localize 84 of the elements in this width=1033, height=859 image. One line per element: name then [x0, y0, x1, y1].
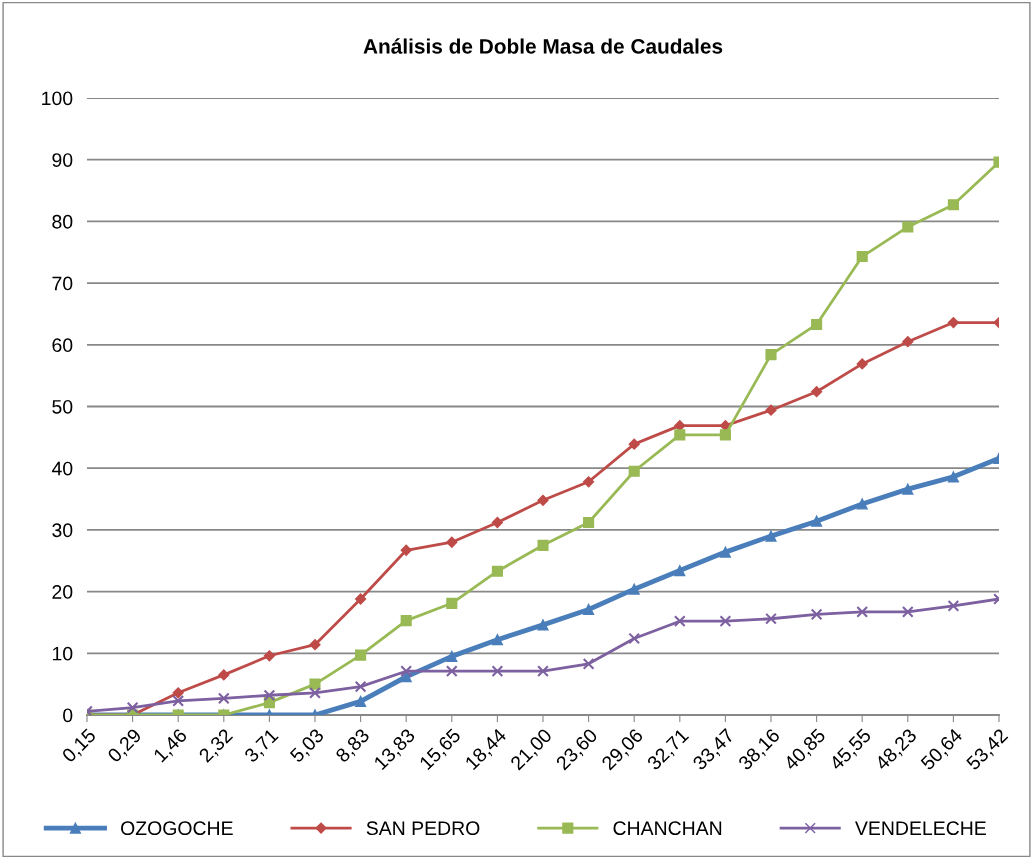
point: [947, 471, 959, 483]
point: [400, 665, 413, 678]
point: [400, 544, 412, 556]
point: [719, 615, 732, 628]
point: [445, 665, 458, 678]
point: [856, 251, 868, 263]
legend-label: SAN PEDRO: [366, 821, 480, 836]
point: [902, 221, 914, 233]
y-tick-label: 20: [52, 585, 73, 599]
point: [583, 516, 595, 529]
point: [172, 694, 185, 707]
y-tick-label: 10: [52, 646, 73, 661]
point: [263, 650, 276, 662]
point: [491, 565, 503, 577]
legend-label: CHANCHAN: [613, 821, 722, 836]
x-tick-label: 3,71: [243, 727, 281, 765]
chart-title: Análisis de Doble Masa de Caudales: [363, 38, 723, 54]
point: [810, 386, 823, 398]
point: [719, 429, 731, 441]
x-tick-label: 5,03: [289, 727, 327, 765]
point: [811, 515, 823, 527]
x-tick-label: 8,83: [334, 727, 372, 765]
point: [719, 546, 731, 558]
point: [355, 695, 367, 707]
point: [172, 687, 184, 699]
point: [217, 692, 230, 705]
point: [446, 536, 458, 548]
point: [354, 593, 367, 605]
point: [947, 199, 959, 211]
point: [583, 603, 595, 616]
point: [765, 349, 777, 361]
point: [628, 465, 640, 477]
point: [491, 634, 503, 646]
point: [491, 516, 504, 529]
point: [354, 680, 367, 693]
point: [628, 583, 640, 595]
point: [309, 686, 321, 699]
point: [765, 530, 777, 542]
point: [400, 671, 412, 683]
point: [446, 650, 458, 662]
point: [856, 606, 869, 618]
point: [309, 678, 321, 690]
point: [765, 404, 777, 416]
y-tick-label: 60: [52, 338, 73, 353]
point: [810, 608, 823, 621]
legend-label: OZOGOCHE: [121, 821, 233, 836]
point: [811, 318, 823, 330]
point: [582, 476, 595, 488]
point: [901, 606, 914, 618]
point: [947, 316, 960, 329]
point: [218, 669, 230, 681]
y-tick-label: 50: [52, 399, 73, 414]
y-tick-label: 40: [51, 461, 73, 476]
point: [765, 612, 777, 625]
point: [582, 657, 595, 670]
point: [537, 619, 549, 631]
y-tick-label: 30: [52, 523, 73, 538]
point: [491, 665, 504, 678]
point: [263, 689, 276, 702]
point: [673, 615, 686, 628]
point: [309, 639, 321, 651]
point: [674, 429, 686, 441]
point: [537, 665, 549, 678]
point: [628, 438, 640, 450]
point: [537, 539, 549, 551]
point: [902, 336, 914, 348]
y-tick-label: 80: [52, 214, 73, 229]
point: [537, 494, 549, 506]
point: [674, 565, 686, 577]
point: [126, 701, 139, 714]
y-tick-label: 100: [42, 91, 73, 106]
legend-label: VENDELECHE: [855, 821, 986, 836]
y-tick-label: 0: [63, 708, 73, 723]
point: [446, 597, 458, 609]
point: [902, 483, 914, 495]
point: [947, 599, 960, 612]
y-tick-label: 70: [52, 276, 73, 291]
x-tick-label: 0,29: [106, 727, 144, 765]
point: [400, 615, 412, 627]
y-tick-label: 90: [52, 153, 73, 167]
point: [355, 649, 367, 661]
point: [628, 632, 641, 645]
point: [856, 358, 868, 370]
point: [856, 498, 868, 510]
